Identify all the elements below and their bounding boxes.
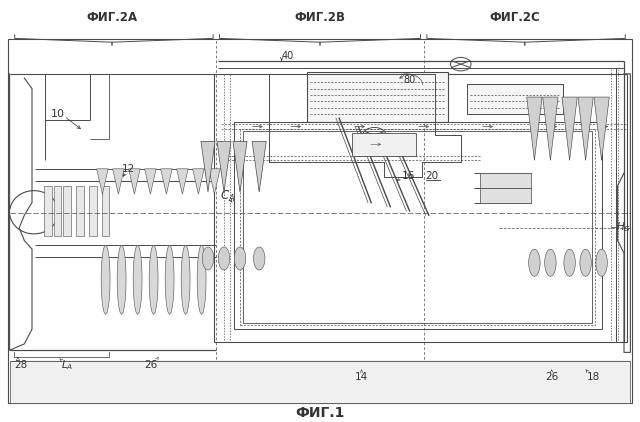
Text: 80: 80: [403, 75, 415, 85]
Bar: [467, 84, 563, 114]
Polygon shape: [97, 169, 108, 194]
Polygon shape: [253, 247, 265, 270]
Text: 18: 18: [587, 372, 600, 382]
Text: 40: 40: [282, 51, 294, 61]
Text: $H_G$: $H_G$: [616, 220, 631, 234]
Polygon shape: [545, 249, 556, 276]
Text: $C_A$: $C_A$: [220, 189, 235, 204]
Bar: [102, 186, 109, 236]
Polygon shape: [218, 247, 230, 270]
Polygon shape: [578, 97, 593, 160]
Text: 12: 12: [122, 164, 134, 174]
Text: ФИГ.2С: ФИГ.2С: [490, 11, 541, 24]
Polygon shape: [201, 141, 215, 192]
Polygon shape: [217, 141, 231, 192]
Polygon shape: [181, 245, 190, 314]
Polygon shape: [234, 247, 246, 270]
Text: 20: 20: [426, 171, 438, 181]
Polygon shape: [580, 249, 591, 276]
Polygon shape: [101, 245, 110, 314]
Bar: [480, 173, 531, 188]
Polygon shape: [113, 169, 124, 194]
Text: 26: 26: [545, 372, 558, 382]
Bar: [352, 133, 416, 156]
Text: 28: 28: [14, 360, 28, 370]
Bar: [44, 186, 52, 236]
Polygon shape: [149, 245, 158, 314]
Polygon shape: [562, 97, 577, 160]
Bar: [240, 129, 595, 325]
Polygon shape: [161, 169, 172, 194]
Polygon shape: [543, 97, 558, 160]
Polygon shape: [527, 97, 542, 160]
Polygon shape: [193, 169, 204, 194]
Text: 14: 14: [355, 372, 368, 382]
Polygon shape: [117, 245, 126, 314]
Bar: [10, 361, 630, 403]
Polygon shape: [209, 169, 220, 194]
Text: ФИГ.2В: ФИГ.2В: [294, 11, 346, 24]
Bar: [76, 186, 84, 236]
Text: ФИГ.1: ФИГ.1: [295, 406, 345, 420]
Polygon shape: [145, 169, 156, 194]
Bar: [89, 186, 97, 236]
Polygon shape: [564, 249, 575, 276]
Bar: [243, 131, 592, 323]
Polygon shape: [529, 249, 540, 276]
Polygon shape: [596, 249, 607, 276]
Polygon shape: [129, 169, 140, 194]
Bar: [54, 186, 61, 236]
Bar: [480, 188, 531, 203]
Polygon shape: [233, 141, 247, 192]
Bar: [63, 186, 71, 236]
Text: 16: 16: [402, 171, 415, 181]
Polygon shape: [197, 245, 206, 314]
Polygon shape: [594, 97, 609, 160]
Text: 10: 10: [51, 109, 65, 119]
Polygon shape: [252, 141, 266, 192]
Polygon shape: [133, 245, 142, 314]
Bar: [214, 74, 627, 342]
Polygon shape: [202, 247, 214, 270]
Bar: [8, 39, 632, 403]
Text: ФИГ.2А: ФИГ.2А: [86, 11, 138, 24]
Bar: [307, 72, 448, 122]
Text: $L_A$: $L_A$: [61, 358, 74, 372]
Polygon shape: [165, 245, 174, 314]
Bar: [234, 122, 602, 329]
Polygon shape: [177, 169, 188, 194]
Text: 26: 26: [144, 360, 157, 370]
